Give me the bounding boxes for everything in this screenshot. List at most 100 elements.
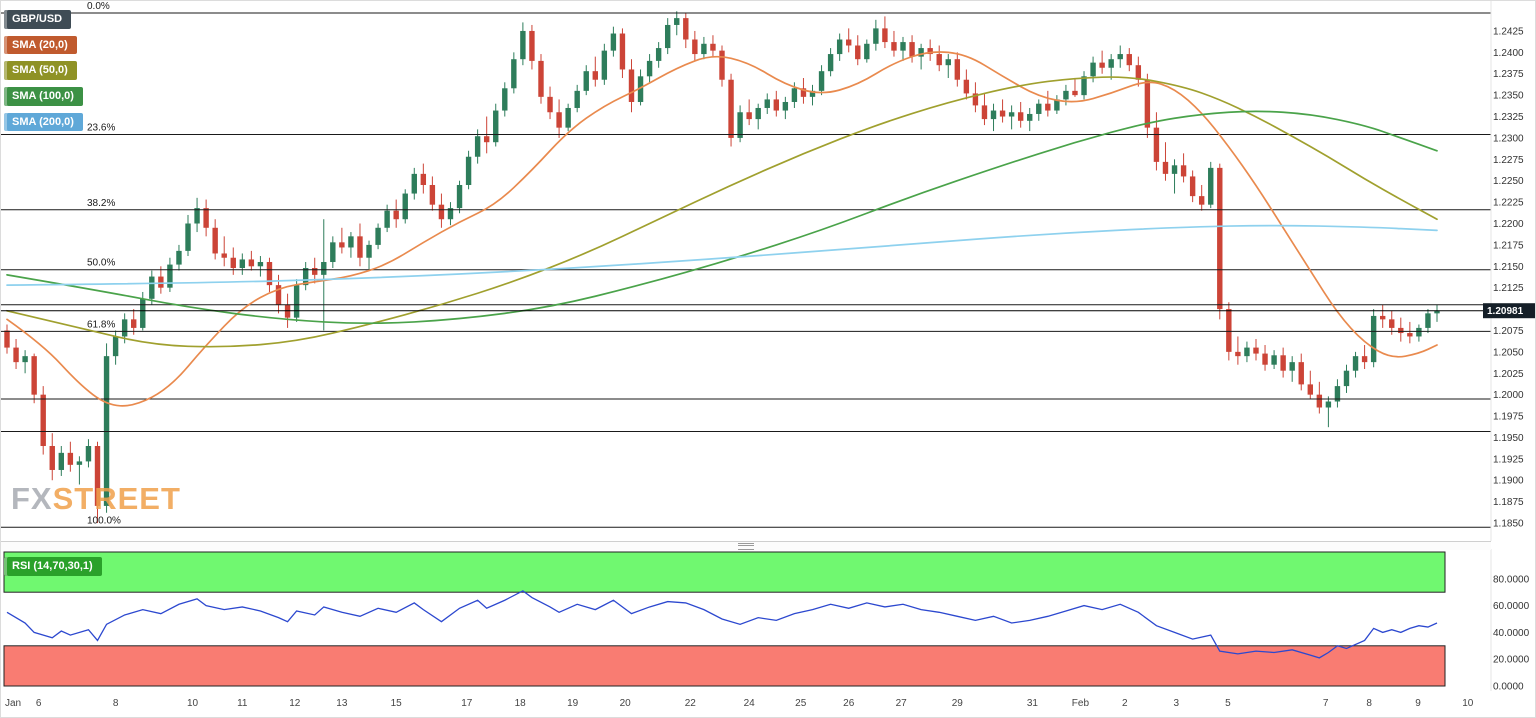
x-tick-label: 15 [390,698,402,709]
rsi-tick-label: 80.0000 [1493,574,1530,585]
candle-body [112,336,119,357]
candle-body [366,244,372,258]
x-tick-label: 18 [514,698,526,709]
x-tick-label: 11 [237,698,248,709]
candle-body [94,446,101,506]
price-tick-label: 1.2325 [1493,112,1524,123]
candle-body [13,347,19,363]
candle-body [547,96,553,113]
x-tick-label: 3 [1173,698,1180,709]
candle-body [176,250,182,265]
candle-body [158,276,164,288]
candle-body [683,18,689,40]
price-tick-label: 1.2400 [1493,48,1524,59]
candle-body [58,452,65,470]
current-price-badge [1483,303,1535,319]
candle-body [619,33,626,70]
watermark-street-text: STREET [52,481,181,516]
price-axis[interactable]: 1.2425 1.2400 1.2375 1.2350 1.2325 1.2300 1.22… [1490,1,1524,541]
candle-body [538,60,544,97]
legend-badge-sma50[interactable]: SMA (50,0) [4,61,77,80]
candle-body [1072,90,1078,96]
candle-body [1271,355,1277,365]
candle-body [1379,315,1386,320]
candle-body [945,59,951,66]
candle-body [203,208,209,228]
price-tick-label: 1.2000 [1493,390,1524,401]
x-tick-label: 8 [1366,698,1372,709]
price-tick-label: 1.2425 [1493,26,1524,37]
candle-body [891,42,897,51]
candle-body [529,30,535,61]
candle-body [493,110,499,143]
candle-body [927,48,933,55]
legend-badge-sma20[interactable]: SMA (20,0) [4,35,77,55]
price-tick-label: 1.2050 [1493,347,1524,358]
legend-badge-sma200[interactable]: SMA (200,0) [4,112,83,132]
price-tick-label: 1.2375 [1493,69,1524,80]
candle-body [483,136,490,143]
candle-body [701,43,707,55]
splitter-grip-icon[interactable] [738,542,754,550]
candle-body [1153,127,1160,162]
candle-body [999,110,1006,117]
candle-body [1316,394,1323,408]
x-tick-label: Feb [1071,698,1090,709]
time-axis[interactable]: Jan 6 8 10 11 12 13 15 17 18 19 20 22 24 25 26 27 29 31 Feb… [1,691,1535,717]
price-tick-label: 1.2175 [1493,240,1524,251]
candle-body [710,43,716,51]
legend-badge-rsi[interactable]: RSI (14,70,30,1) [4,557,102,576]
candle-body [302,268,309,286]
price-tick-label: 1.2250 [1493,176,1524,187]
candle-body [248,259,255,267]
candle-body [257,262,264,267]
candle-body [1289,362,1295,371]
candle-body [637,76,644,102]
candle-body [827,54,834,72]
candle-body [1126,54,1132,66]
candle-body [275,285,282,305]
candle-body [972,93,979,106]
candle-body [990,110,997,120]
watermark-fx-text: FX [11,481,53,516]
candle-body [1398,327,1404,334]
rsi-axis[interactable]: 80.0000 60.0000 40.0000 20.0000 0.0000 [1490,549,1530,691]
candle-body [963,79,970,94]
price-tick-label: 1.2025 [1493,369,1524,380]
candle-body [583,71,589,91]
candle-body [121,319,128,337]
candle-body [402,193,408,220]
x-tick-label: 6 [35,698,42,709]
x-tick-label: 17 [461,698,473,709]
candle-body [429,184,436,205]
x-tick-label: 29 [951,698,963,709]
candle-body [855,45,861,60]
candle-body [755,107,761,120]
candle-body [312,268,318,275]
candle-body [1117,54,1123,60]
price-tick-label: 1.1900 [1493,476,1524,487]
sma-50-line [6,76,1438,348]
candle-body [384,210,390,228]
candle-body [140,298,146,328]
panel-splitter[interactable] [1,541,1491,550]
candle-body [1090,62,1096,77]
candle-body [1198,196,1205,205]
candle-body [1253,347,1259,354]
candle-body [167,264,173,288]
candle-body [420,173,427,185]
indicator-legend: GBP/USD SMA (20,0) SMA (50,0) SMA (100,0… [4,10,83,132]
candle-body [773,99,780,111]
candle-body [1171,165,1178,174]
candle-body [1361,356,1368,363]
legend-badge-sma100[interactable]: SMA (100,0) [4,86,83,106]
candle-body [375,227,381,245]
price-tick-label: 1.1975 [1493,412,1524,423]
x-tick-label: 20 [619,698,631,709]
legend-badge-pair[interactable]: GBP/USD [4,10,72,29]
candle-body [864,43,870,60]
x-tick-label: 7 [1322,698,1329,709]
candle-body [664,24,671,49]
rsi-overbought-zone [3,551,1446,593]
candle-body [67,452,74,465]
